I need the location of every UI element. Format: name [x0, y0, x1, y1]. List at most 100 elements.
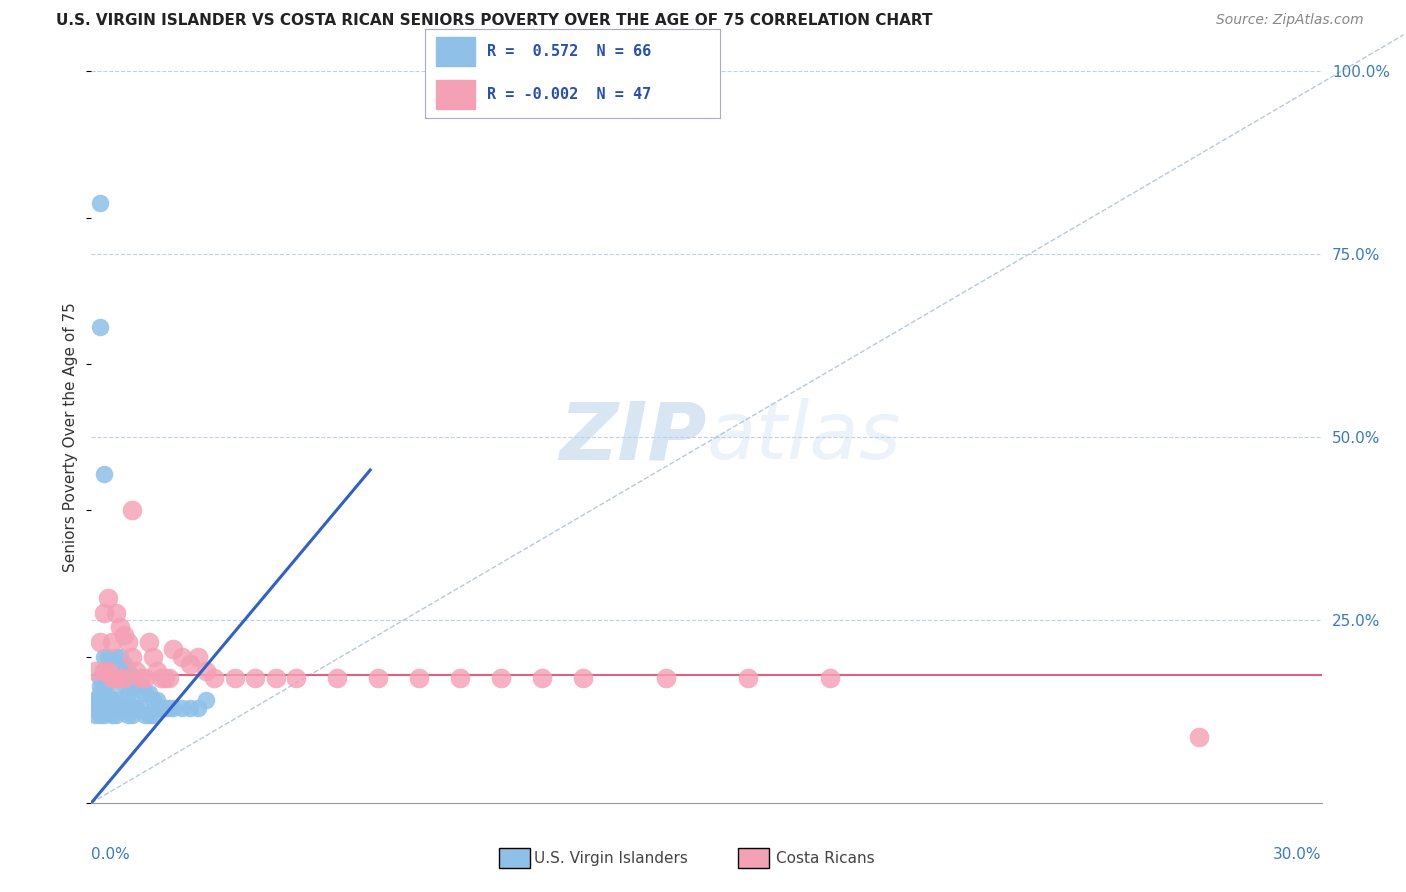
Point	[101, 635, 124, 649]
Point	[89, 708, 111, 723]
Text: ZIP: ZIP	[560, 398, 706, 476]
Text: Costa Ricans: Costa Ricans	[776, 851, 875, 865]
Point	[89, 686, 111, 700]
Point	[179, 657, 201, 671]
Point	[531, 672, 554, 686]
Point	[93, 606, 115, 620]
Point	[491, 672, 513, 686]
Point	[117, 635, 139, 649]
Point	[84, 693, 107, 707]
Point	[121, 649, 143, 664]
Text: 30.0%: 30.0%	[1274, 847, 1322, 862]
Point	[89, 700, 111, 714]
Point	[108, 620, 131, 634]
Point	[142, 649, 165, 664]
Point	[157, 700, 180, 714]
Point	[367, 672, 389, 686]
Point	[142, 693, 165, 707]
Point	[121, 672, 143, 686]
Point	[97, 664, 120, 678]
Point	[121, 503, 143, 517]
Point	[112, 627, 135, 641]
Point	[134, 708, 156, 723]
Point	[97, 700, 120, 714]
Point	[105, 693, 127, 707]
Point	[108, 649, 131, 664]
Point	[117, 708, 139, 723]
Point	[121, 693, 143, 707]
Point	[153, 700, 177, 714]
Point	[117, 686, 139, 700]
Point	[170, 649, 193, 664]
Point	[150, 672, 173, 686]
Point	[187, 700, 209, 714]
Point	[108, 672, 131, 686]
Text: U.S. Virgin Islanders: U.S. Virgin Islanders	[534, 851, 688, 865]
Point	[112, 657, 135, 671]
Point	[89, 693, 111, 707]
Point	[162, 642, 184, 657]
Point	[264, 672, 287, 686]
Point	[97, 686, 120, 700]
Point	[737, 672, 759, 686]
Point	[101, 708, 124, 723]
Point	[93, 679, 115, 693]
Point	[572, 672, 595, 686]
Point	[89, 320, 111, 334]
Point	[84, 708, 107, 723]
Point	[105, 708, 127, 723]
Point	[245, 672, 267, 686]
Point	[93, 467, 115, 481]
Point	[285, 672, 308, 686]
Y-axis label: Seniors Poverty Over the Age of 75: Seniors Poverty Over the Age of 75	[63, 302, 79, 572]
Point	[97, 672, 120, 686]
Point	[84, 693, 107, 707]
Point	[224, 672, 246, 686]
Point	[818, 672, 841, 686]
Point	[97, 591, 120, 605]
Point	[84, 693, 107, 707]
Point	[89, 635, 111, 649]
Point	[146, 664, 169, 678]
Point	[93, 686, 115, 700]
Point	[142, 708, 165, 723]
Bar	[436, 80, 475, 109]
Point	[134, 686, 156, 700]
Point	[121, 708, 143, 723]
Point	[112, 700, 135, 714]
Text: atlas: atlas	[706, 398, 901, 476]
Point	[105, 672, 127, 686]
Point	[93, 664, 115, 678]
Point	[105, 606, 127, 620]
Point	[153, 672, 177, 686]
Point	[654, 672, 676, 686]
Point	[117, 664, 139, 678]
Point	[134, 672, 156, 686]
Point	[105, 649, 127, 664]
Bar	[436, 37, 475, 66]
Text: 0.0%: 0.0%	[91, 847, 131, 862]
Point	[84, 700, 107, 714]
Point	[93, 664, 115, 678]
Point	[101, 672, 124, 686]
Point	[84, 700, 107, 714]
Point	[187, 649, 209, 664]
Point	[129, 700, 152, 714]
Text: Source: ZipAtlas.com: Source: ZipAtlas.com	[1216, 13, 1364, 28]
Point	[89, 700, 111, 714]
Point	[112, 679, 135, 693]
Point	[108, 672, 131, 686]
Point	[125, 664, 148, 678]
Point	[93, 649, 115, 664]
Point	[125, 679, 148, 693]
Point	[138, 708, 160, 723]
Point	[129, 679, 152, 693]
Point	[89, 672, 111, 686]
Point	[202, 672, 225, 686]
Point	[93, 700, 115, 714]
Point	[125, 700, 148, 714]
Point	[101, 657, 124, 671]
Point	[97, 649, 120, 664]
Point	[84, 664, 107, 678]
Point	[89, 679, 111, 693]
